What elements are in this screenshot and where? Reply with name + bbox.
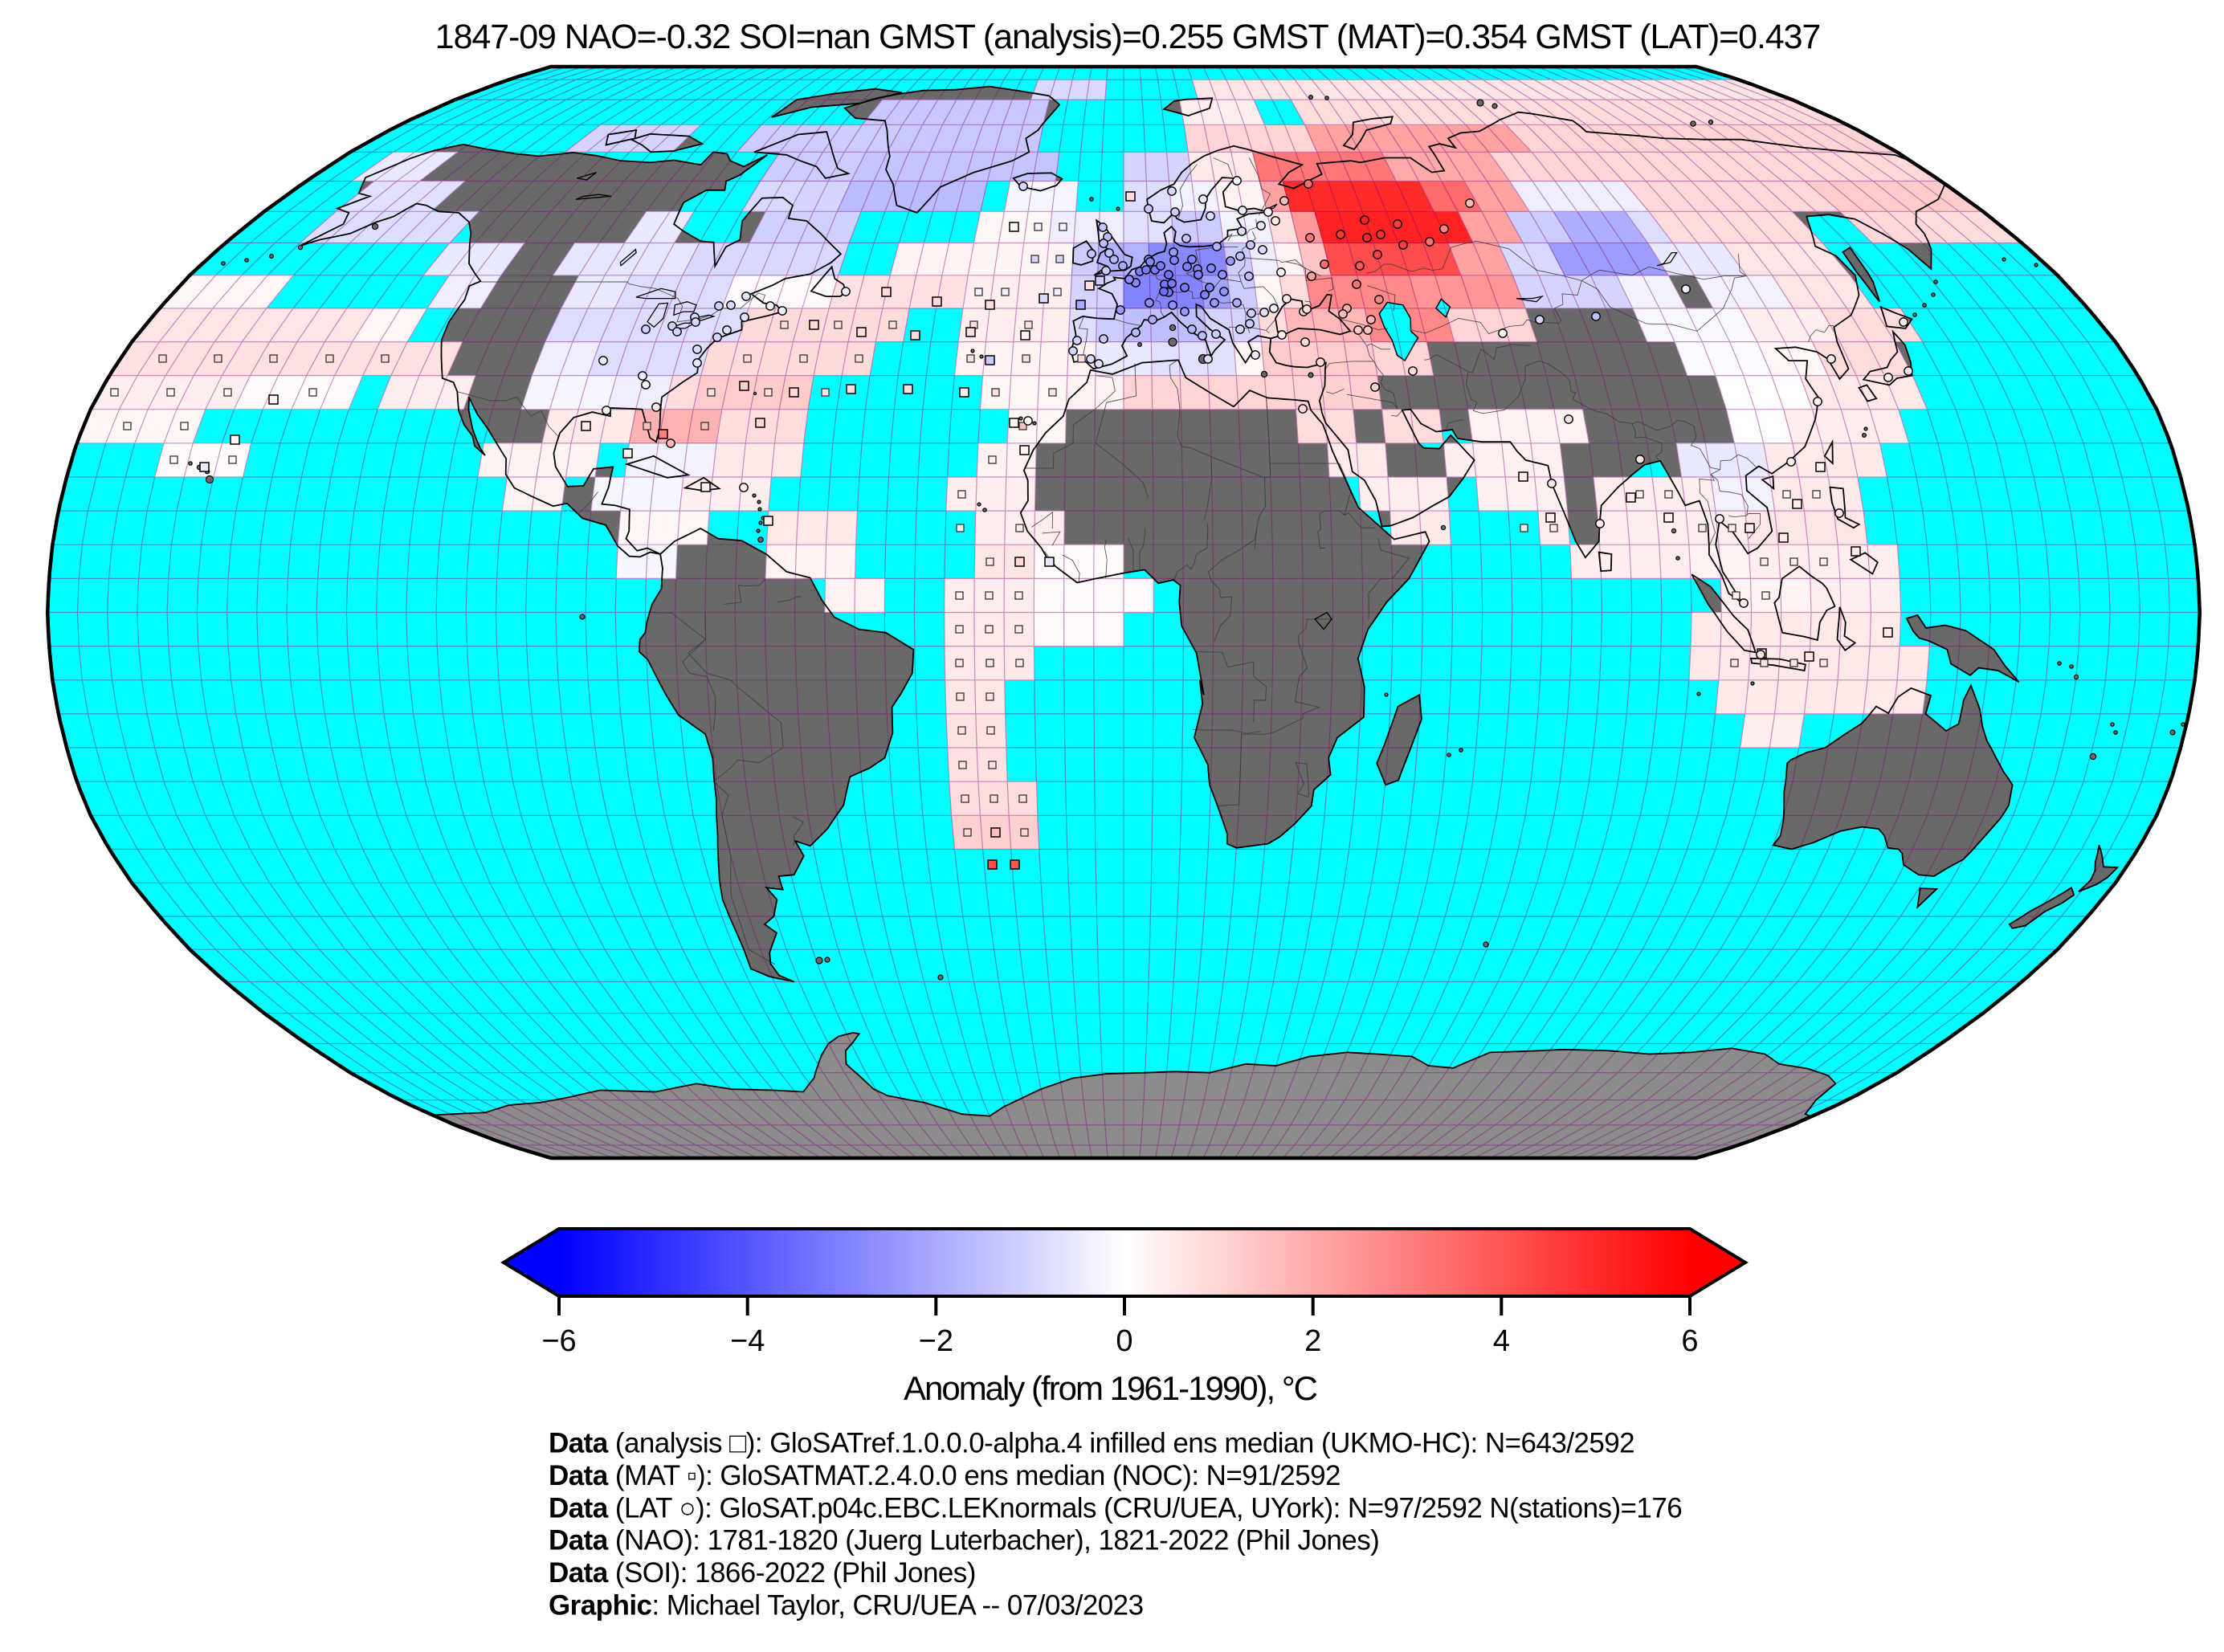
svg-text:6: 6 [1681,1324,1698,1358]
svg-text:Data (SOI): 1866-2022 (Phil Jo: Data (SOI): 1866-2022 (Phil Jones) [549,1557,976,1589]
svg-text:Graphic: Michael Taylor, CRU/U: Graphic: Michael Taylor, CRU/UEA -- 07/0… [549,1590,1144,1621]
svg-text:Data (MAT ▫): GloSATMAT.2.4.0.: Data (MAT ▫): GloSATMAT.2.4.0.0 ens medi… [549,1460,1341,1491]
svg-text:−2: −2 [919,1324,953,1358]
svg-text:Anomaly (from 1961-1990), °C: Anomaly (from 1961-1990), °C [904,1369,1317,1407]
svg-text:−4: −4 [730,1324,765,1358]
svg-text:−6: −6 [541,1324,576,1358]
svg-text:Data (LAT ○): GloSAT.p04c.EBC.: Data (LAT ○): GloSAT.p04c.EBC.LEKnormals… [549,1492,1682,1524]
svg-text:1847-09 NAO=-0.32 SOI=nan GMST: 1847-09 NAO=-0.32 SOI=nan GMST (analysis… [435,18,1820,56]
svg-text:4: 4 [1493,1324,1510,1358]
svg-text:0: 0 [1116,1324,1132,1358]
svg-text:2: 2 [1304,1324,1321,1358]
svg-text:Data (analysis □): GloSATref.1: Data (analysis □): GloSATref.1.0.0.0-alp… [549,1428,1634,1459]
svg-text:Data (NAO): 1781-1820 (Juerg L: Data (NAO): 1781-1820 (Juerg Luterbacher… [549,1525,1379,1556]
